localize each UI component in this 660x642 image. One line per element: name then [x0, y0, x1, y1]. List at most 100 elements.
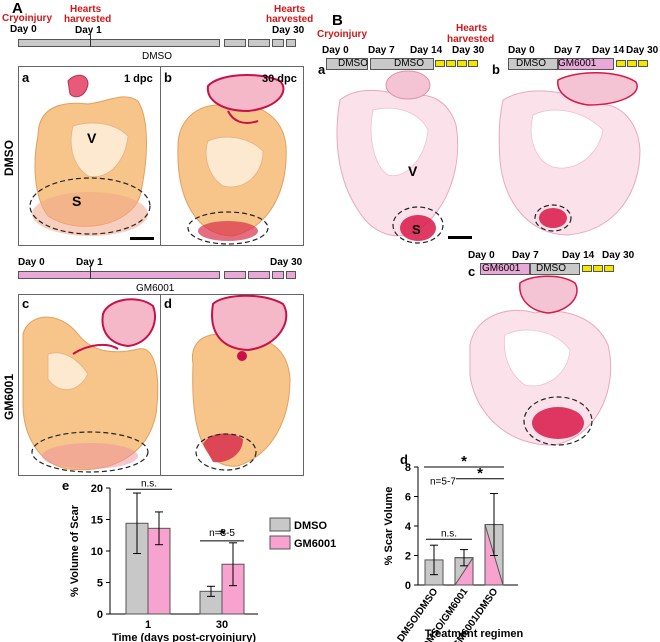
y-axis-title: % Volume of Scar	[69, 504, 81, 597]
day1-label: Day 1	[75, 25, 102, 36]
legend-swatch-dmso	[269, 517, 291, 532]
bc-treat1: GM6001	[482, 263, 521, 274]
dpc1-label: 1 dpc	[124, 73, 153, 85]
chart-e-letter: e	[62, 478, 70, 493]
ba-yellow	[468, 60, 478, 67]
gm-day1-tick	[90, 265, 91, 279]
bb-seg2	[558, 58, 614, 70]
dpc30-label: 30 dpc	[262, 73, 297, 85]
n-label: n=5-7	[430, 477, 456, 488]
day30-label: Day 30	[272, 25, 305, 36]
b-heart-images-top	[336, 70, 641, 244]
dmso-timeline-main	[18, 39, 220, 47]
ba-day7: Day 7	[368, 45, 395, 56]
b-sub-b: b	[492, 62, 500, 77]
ns-label: n.s.	[141, 478, 157, 489]
legend-swatch-gm6001	[269, 535, 291, 550]
legend-label-gm6001: GM6001	[294, 538, 336, 550]
b-ventricle-label: V	[408, 163, 418, 179]
sig-star: *	[477, 465, 483, 482]
y-axis-title: % Scar Volume	[383, 487, 395, 566]
x-tick-label: 1	[145, 619, 151, 631]
bb-yellow	[616, 60, 626, 67]
bc-yellow	[604, 265, 614, 272]
bc-day0: Day 0	[468, 250, 495, 261]
sub-a-letter: a	[22, 70, 30, 85]
dmso-timeline-seg	[286, 39, 296, 47]
scar-label: S	[72, 193, 82, 209]
ba-seg1	[326, 58, 368, 70]
hearts-label-30: Hearts	[274, 4, 306, 15]
bc-yellow	[593, 265, 603, 272]
bc-yellow	[582, 265, 592, 272]
scar-volume-regimen-chart: 02468DMSO/DMSODMSO/GM6001GM6001/DMSOTrea…	[383, 455, 524, 642]
gm-day1: Day 1	[76, 257, 103, 268]
bb-seg1	[508, 58, 558, 70]
y-tick-label: 5	[97, 578, 103, 590]
gm-timeline-seg	[272, 271, 284, 279]
row-label-gm: GM6001	[2, 373, 16, 420]
y-tick-label: 20	[91, 483, 103, 495]
image-divider	[160, 294, 161, 476]
b-cryoinjury-label: Cryoinjury	[317, 29, 368, 40]
bc-day30: Day 30	[602, 250, 635, 261]
y-tick-label: 10	[91, 546, 103, 558]
bc-day14: Day 14	[562, 250, 595, 261]
y-tick-label: 8	[405, 462, 411, 474]
gm-timeline-seg	[248, 271, 270, 279]
gm-timeline-seg	[224, 271, 246, 279]
harvested-label-30: harvested	[266, 14, 314, 25]
bc-day7: Day 7	[512, 250, 539, 261]
row-label-dmso: DMSO	[2, 140, 16, 176]
gm-day30: Day 30	[270, 257, 303, 268]
gm-heart-images	[22, 294, 291, 473]
y-tick-label: 0	[405, 580, 411, 592]
ventricle-label: V	[87, 130, 97, 146]
hearts-label-1: Hearts	[70, 4, 102, 15]
dmso-bar-label: DMSO	[142, 51, 172, 62]
cryoinjury-label: Cryoinjury	[2, 13, 53, 24]
bb-yellow	[638, 60, 648, 67]
bb-day7: Day 7	[554, 45, 581, 56]
ns-label: n.s.	[441, 528, 457, 539]
sig-star: *	[219, 526, 225, 543]
b-harvested-label: harvested	[447, 34, 495, 45]
dmso-heart-images	[29, 74, 287, 245]
day1-tick	[90, 33, 91, 47]
day0-label: Day 0	[10, 24, 37, 35]
sig-star: *	[461, 455, 467, 470]
ba-day0: Day 0	[322, 45, 349, 56]
dmso-image-frame	[18, 66, 304, 246]
dmso-timeline-seg	[224, 39, 246, 47]
x-axis-title: Treatment regimen	[425, 628, 524, 640]
b-heart-image-c	[469, 275, 612, 446]
harvested-label-1: harvested	[64, 14, 112, 25]
ba-treat2: DMSO	[394, 58, 424, 69]
bb-treat2: GM6001	[558, 58, 597, 69]
b-scar-label: S	[412, 222, 421, 237]
bar-diagonal	[454, 557, 474, 586]
ba-yellow	[435, 60, 445, 67]
chart-d-letter: d	[400, 452, 408, 467]
n-label: n=3-5	[209, 528, 235, 539]
b-sub-c: c	[468, 264, 476, 279]
bb-treat1: DMSO	[516, 58, 546, 69]
y-tick-label: 15	[91, 515, 103, 527]
y-tick-label: 6	[405, 492, 411, 504]
sub-c-letter: c	[22, 296, 30, 311]
dmso-timeline-seg	[272, 39, 284, 47]
b-sub-a: a	[318, 62, 326, 77]
bc-seg2	[530, 263, 580, 275]
gm-image-frame	[18, 294, 304, 476]
bb-day30: Day 30	[626, 45, 659, 56]
gm-bar-label: GM6001	[136, 283, 175, 294]
image-divider	[160, 66, 161, 246]
dmso-timeline-seg	[248, 39, 270, 47]
bb-yellow	[627, 60, 637, 67]
y-tick-label: 0	[97, 609, 103, 621]
bc-treat2: DMSO	[536, 263, 566, 274]
b-hearts-label: Hearts	[456, 23, 488, 34]
gm-day0: Day 0	[18, 257, 45, 268]
bc-seg1	[480, 263, 530, 275]
